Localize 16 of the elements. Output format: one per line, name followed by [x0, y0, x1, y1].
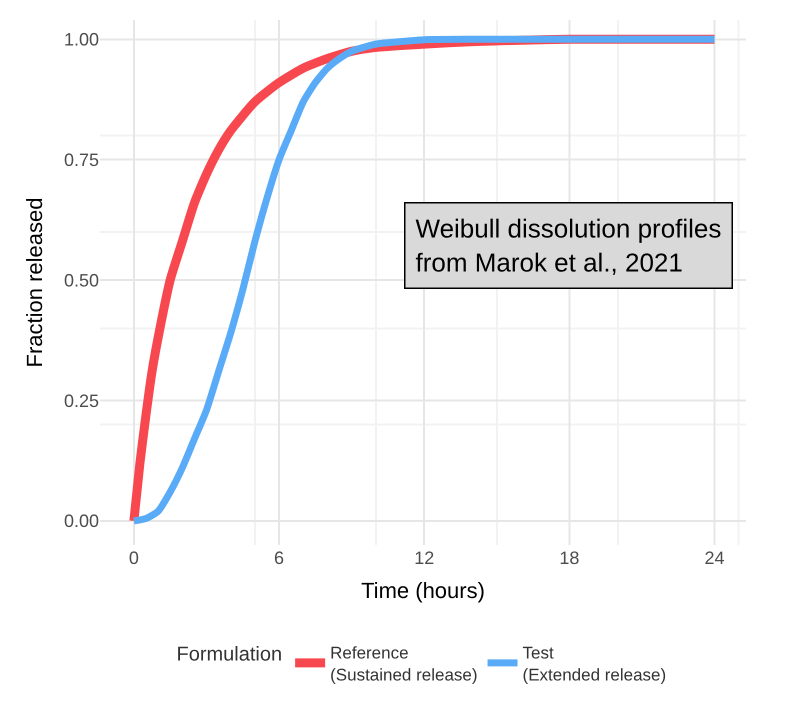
y-tick-label: 0.50	[64, 270, 99, 290]
x-tick-label: 0	[128, 548, 139, 568]
x-axis-title: Time (hours)	[361, 578, 485, 603]
y-tick-label: 0.25	[64, 390, 99, 411]
legend-label: Reference (Sustained release)	[330, 643, 478, 685]
x-tick-label: 18	[559, 548, 580, 568]
x-tick-label: 12	[414, 548, 434, 568]
legend-title: Formulation	[176, 643, 282, 666]
y-tick-label: 1.00	[64, 30, 99, 50]
legend-label: Test (Extended release)	[522, 643, 666, 685]
y-axis-title: Fraction released	[22, 198, 47, 368]
annotation: Weibull dissolution profiles from Marok et al., 2021	[416, 214, 722, 278]
x-tick-label: 24	[704, 548, 725, 568]
x-tick-label: 6	[274, 548, 284, 568]
y-tick-label: 0.75	[64, 150, 99, 170]
y-tick-label: 0.00	[64, 511, 99, 532]
